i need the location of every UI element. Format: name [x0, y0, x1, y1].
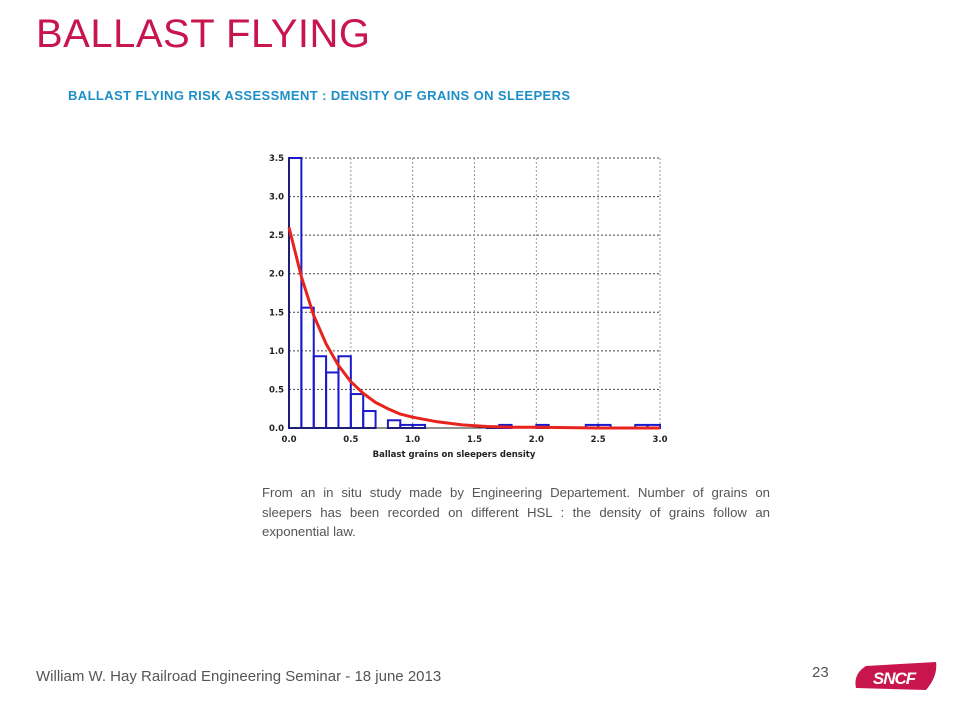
fit-curve-layer [287, 227, 660, 430]
y-tick-label: 1.0 [269, 347, 284, 357]
footer-text: William W. Hay Railroad Engineering Semi… [36, 668, 442, 685]
histogram-bar [362, 410, 377, 429]
y-tick-label: 0.5 [269, 385, 284, 395]
histogram-bar [386, 419, 402, 429]
histogram-bar [325, 371, 340, 429]
x-axis-label: Ballast grains on sleepers density [373, 450, 536, 460]
y-tick-label: 2.0 [269, 270, 284, 280]
y-tick-label: 3.0 [269, 193, 284, 203]
y-tick-label: 1.5 [269, 308, 284, 318]
fit-curve [287, 227, 660, 430]
tick-labels: 0.0 0.5 1.0 1.5 2.0 2.5 3.0 3.5 0.0 0.5 1.0 1.5 2.0 2… [269, 154, 668, 445]
slide-subtitle: BALLAST FLYING RISK ASSESSMENT : DENSITY… [68, 88, 571, 103]
histogram-bar [288, 157, 303, 429]
chart-grid [288, 157, 661, 429]
x-tick-label: 0.5 [343, 435, 358, 445]
logo-shape [855, 662, 937, 690]
x-tick-label: 3.0 [652, 435, 667, 445]
x-tick-label: 1.0 [405, 435, 420, 445]
sncf-logo: SNCF [850, 658, 940, 703]
y-tick-label: 3.5 [269, 154, 284, 164]
histogram-bar [312, 355, 328, 429]
x-tick-label: 2.0 [529, 435, 544, 445]
description-text: From an in situ study made by Engineerin… [262, 485, 770, 539]
x-tick-label: 1.5 [467, 435, 482, 445]
y-tick-label: 0.0 [269, 424, 284, 434]
sncf-logo-icon: SNCF [855, 662, 937, 690]
histogram-chart: 0.0 0.5 1.0 1.5 2.0 2.5 3.0 3.5 0.0 0.5 1.0 1.5 2.0 2… [255, 148, 675, 466]
x-tick-label: 2.5 [591, 435, 606, 445]
y-tick-label: 2.5 [269, 231, 284, 241]
histogram-bar [349, 393, 365, 429]
chart-svg: 0.0 0.5 1.0 1.5 2.0 2.5 3.0 3.5 0.0 0.5 1.0 1.5 2.0 2… [269, 154, 668, 460]
histogram-bar [300, 306, 315, 430]
page-number: 23 [812, 664, 829, 681]
x-tick-label: 0.0 [281, 435, 296, 445]
slide-title: BALLAST FLYING [36, 12, 371, 56]
svg-text:SNCF: SNCF [873, 669, 917, 688]
